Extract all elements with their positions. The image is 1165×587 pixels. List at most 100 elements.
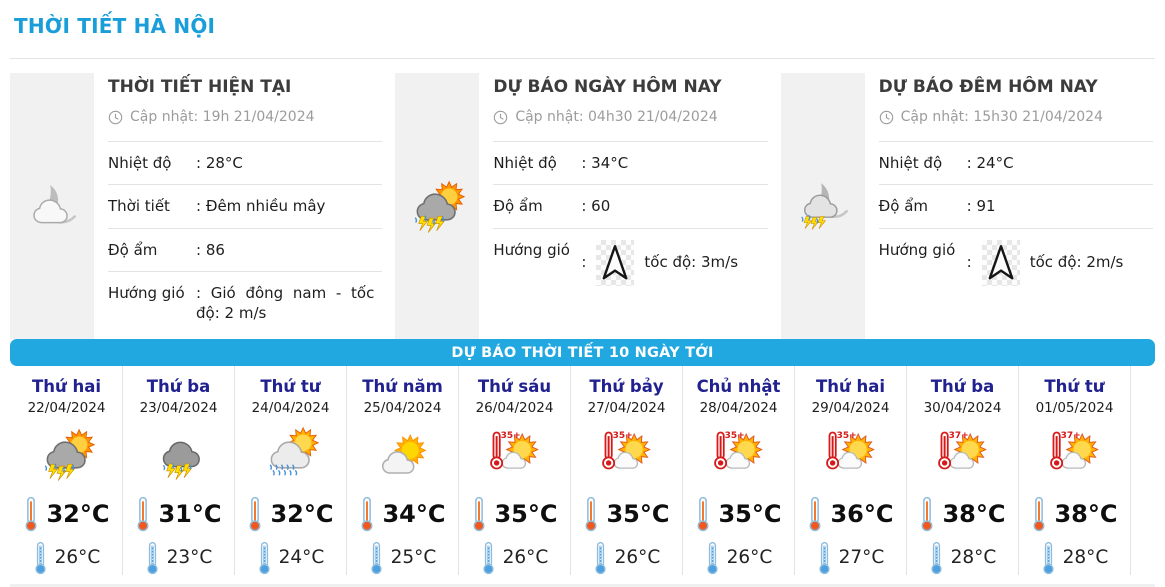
high-temp: 35°C <box>459 496 570 532</box>
panel-row-value: : tốc độ: 2m/s <box>966 239 1153 286</box>
thermometer-high-icon <box>583 496 599 532</box>
high-temp-value: 38°C <box>942 499 1006 528</box>
day-icon-slot <box>347 422 458 486</box>
thermometer-low-icon <box>145 541 160 575</box>
panel-row-label: Nhiệt độ <box>493 154 557 172</box>
low-temp-value: 26°C <box>726 547 773 569</box>
low-temp-value: 25°C <box>390 547 437 569</box>
panel-row-label: Độ ẩm <box>493 197 543 216</box>
forecast-day-cell: Thứ hai 22/04/2024 32°C 26°C <box>11 366 123 575</box>
day-date: 22/04/2024 <box>27 399 106 416</box>
night-cloud-icon <box>24 181 80 231</box>
wind-colon: : <box>581 253 587 272</box>
forecast-day-cell: Thứ ba 30/04/2024 37+ 38°C 28°C <box>907 366 1019 575</box>
day-date: 27/04/2024 <box>587 399 666 416</box>
high-temp-value: 32°C <box>270 499 334 528</box>
day-date: 28/04/2024 <box>699 399 778 416</box>
low-temp: 26°C <box>459 541 570 575</box>
panel-body: DỰ BÁO NGÀY HÔM NAY Cập nhật: 04h30 21/0… <box>479 73 769 339</box>
high-temp: 38°C <box>907 496 1018 532</box>
partly-cloudy-icon <box>374 428 432 480</box>
header-divider <box>10 58 1155 59</box>
weather-panel: THỜI TIẾT HIỆN TẠI Cập nhật: 19h 21/04/2… <box>10 73 384 339</box>
day-name: Thứ sáu <box>477 377 552 396</box>
low-temp: 28°C <box>1019 541 1130 575</box>
day-date: 24/04/2024 <box>251 399 330 416</box>
panel-row-value: : 60 <box>581 197 611 216</box>
low-temp: 26°C <box>11 541 122 575</box>
high-temp-value: 36°C <box>830 499 894 528</box>
panel-body: DỰ BÁO ĐÊM HÔM NAY Cập nhật: 15h30 21/04… <box>865 73 1155 339</box>
thermometer-low-icon <box>33 541 48 575</box>
low-temp: 27°C <box>795 541 906 575</box>
panel-row: Độ ẩm : 91 <box>878 184 1153 227</box>
forecast-day-cell: Thứ tư 01/05/2024 37+ 38°C 28°C <box>1019 366 1131 575</box>
thermometer-high-icon <box>247 496 263 532</box>
high-temp: 38°C <box>1019 496 1130 532</box>
panel-row-value: : 28°C <box>196 154 243 172</box>
hot-sun-icon: 35+ <box>710 428 768 480</box>
high-temp: 35°C <box>571 496 682 532</box>
thermometer-low-icon <box>817 541 832 575</box>
panel-row-value: : 24°C <box>966 154 1014 172</box>
panel-rows: Nhiệt độ : 34°C Độ ẩm : 60 Hướng gió : t… <box>493 141 768 297</box>
low-temp: 25°C <box>347 541 458 575</box>
forecast-day-cell: Thứ ba 23/04/2024 31°C 23°C <box>123 366 235 575</box>
thermometer-low-icon <box>593 541 608 575</box>
high-temp-value: 38°C <box>1054 499 1118 528</box>
wind-speed-text: tốc độ: 2m/s <box>1029 253 1124 272</box>
day-name: Thứ hai <box>815 377 886 396</box>
thermometer-low-icon <box>705 541 720 575</box>
wind-arrow-north-icon <box>985 243 1017 283</box>
wind-colon: : <box>966 253 972 272</box>
low-temp: 24°C <box>235 541 346 575</box>
panel-row-label: Nhiệt độ <box>108 154 172 172</box>
thermometer-low-icon <box>1041 541 1056 575</box>
day-date: 23/04/2024 <box>139 399 218 416</box>
day-date: 25/04/2024 <box>363 399 442 416</box>
forecast-day-cell: Thứ tư 24/04/2024 32°C 24°C <box>235 366 347 575</box>
day-name: Thứ tư <box>260 377 321 396</box>
day-date: 29/04/2024 <box>811 399 890 416</box>
thermometer-high-icon <box>1031 496 1047 532</box>
panel-row-label: Hướng gió <box>878 240 956 259</box>
panel-row: Nhiệt độ : 24°C <box>878 141 1153 184</box>
high-temp-value: 35°C <box>718 499 782 528</box>
low-temp: 23°C <box>123 541 234 575</box>
forecast-day-cell: Thứ bảy 27/04/2024 35+ 35°C 26°C <box>571 366 683 575</box>
high-temp: 32°C <box>235 496 346 532</box>
panel-row: Hướng gió : tốc độ: 2m/s <box>878 227 1153 297</box>
wind-direction-box <box>981 239 1020 286</box>
panel-row: Độ ẩm : 60 <box>493 184 768 227</box>
day-name: Thứ năm <box>362 377 443 396</box>
svg-text:35+: 35+ <box>836 431 856 441</box>
day-icon-slot: 35+ <box>795 422 906 486</box>
hot-sun-icon: 35+ <box>486 428 544 480</box>
day-icon-slot: 37+ <box>1019 422 1130 486</box>
day-name: Chủ nhật <box>696 377 781 396</box>
low-temp-value: 27°C <box>838 547 885 569</box>
panel-row-label: Độ ẩm <box>878 197 929 216</box>
panel-row-label: Thời tiết <box>108 197 170 216</box>
panel-updated-text: Cập nhật: 04h30 21/04/2024 <box>515 109 718 125</box>
panel-title: DỰ BÁO ĐÊM HÔM NAY <box>878 77 1098 97</box>
panel-row: Nhiệt độ : 34°C <box>493 141 768 184</box>
weather-panel: DỰ BÁO NGÀY HÔM NAY Cập nhật: 04h30 21/0… <box>395 73 769 339</box>
thermometer-high-icon <box>359 496 375 532</box>
panel-icon-box <box>780 73 865 339</box>
panel-title: THỜI TIẾT HIỆN TẠI <box>108 77 292 97</box>
thermometer-high-icon <box>919 496 935 532</box>
thermometer-low-icon <box>929 541 944 575</box>
day-date: 01/05/2024 <box>1035 399 1114 416</box>
high-temp: 31°C <box>123 496 234 532</box>
high-temp: 34°C <box>347 496 458 532</box>
hot-sun-icon: 35+ <box>822 428 880 480</box>
day-icon-slot <box>123 422 234 486</box>
panel-row: Thời tiết : Đêm nhiều mây <box>108 184 383 227</box>
panel-body: THỜI TIẾT HIỆN TẠI Cập nhật: 19h 21/04/2… <box>94 73 384 339</box>
clock-icon <box>879 110 894 125</box>
weather-panel: DỰ BÁO ĐÊM HÔM NAY Cập nhật: 15h30 21/04… <box>780 73 1155 339</box>
thermometer-high-icon <box>471 496 487 532</box>
panel-row: Hướng gió : Gió đông nam - tốc độ: 2 m/s <box>108 270 383 335</box>
